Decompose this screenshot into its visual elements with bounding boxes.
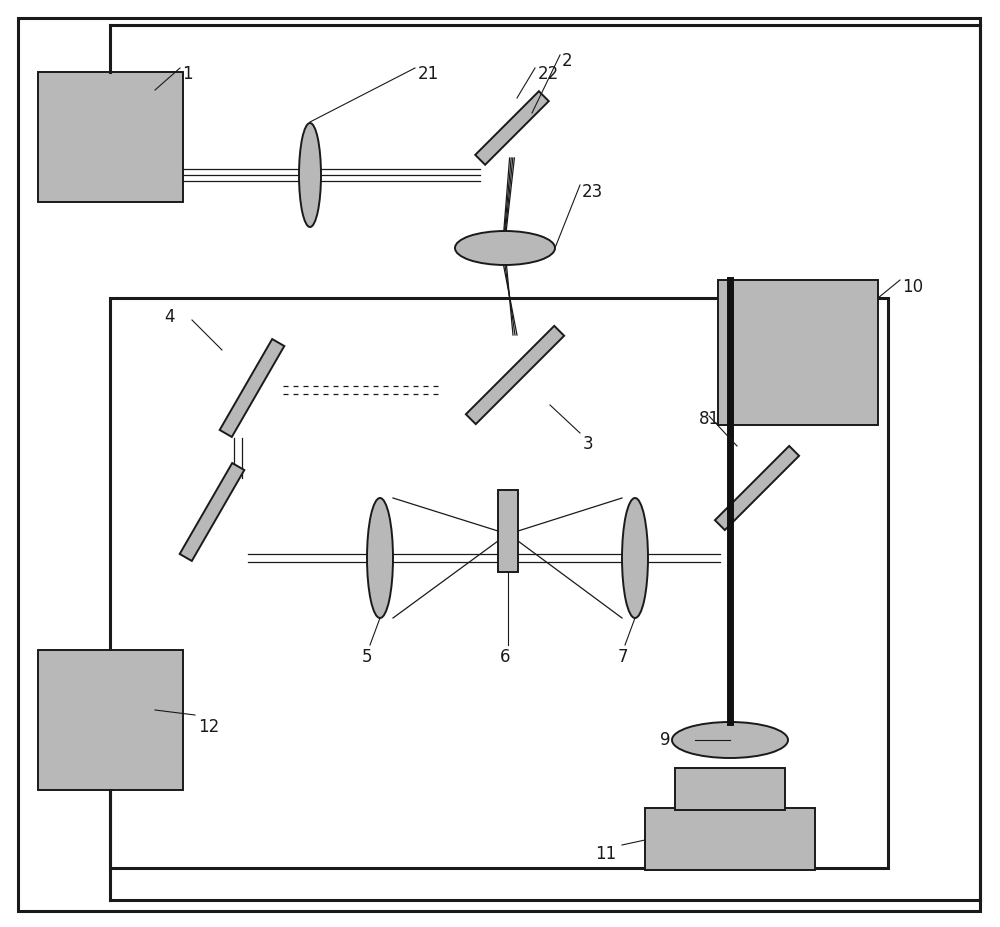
Text: 7: 7 <box>618 648 629 666</box>
Text: 23: 23 <box>582 183 603 201</box>
Text: 5: 5 <box>362 648 372 666</box>
Ellipse shape <box>622 498 648 618</box>
Bar <box>220 339 284 437</box>
Bar <box>675 768 785 810</box>
Ellipse shape <box>455 231 555 265</box>
Bar <box>645 808 815 870</box>
Bar <box>180 463 244 561</box>
Ellipse shape <box>672 722 788 758</box>
Bar <box>466 326 564 425</box>
Text: 10: 10 <box>902 278 923 296</box>
Bar <box>715 446 799 530</box>
Bar <box>38 72 183 202</box>
Text: 1: 1 <box>182 65 193 83</box>
Text: 81: 81 <box>699 410 720 428</box>
Bar <box>718 280 878 425</box>
Bar <box>38 650 183 790</box>
Text: 11: 11 <box>595 845 616 863</box>
Text: 12: 12 <box>198 718 219 736</box>
Bar <box>498 490 518 572</box>
Ellipse shape <box>299 123 321 227</box>
Bar <box>110 298 888 868</box>
Ellipse shape <box>367 498 393 618</box>
Text: 3: 3 <box>583 435 594 453</box>
Text: 4: 4 <box>164 308 175 326</box>
Bar <box>475 91 549 165</box>
Text: 22: 22 <box>538 65 559 83</box>
Text: 2: 2 <box>562 52 573 70</box>
Text: 9: 9 <box>660 731 670 749</box>
Text: 21: 21 <box>418 65 439 83</box>
Text: 6: 6 <box>500 648 511 666</box>
